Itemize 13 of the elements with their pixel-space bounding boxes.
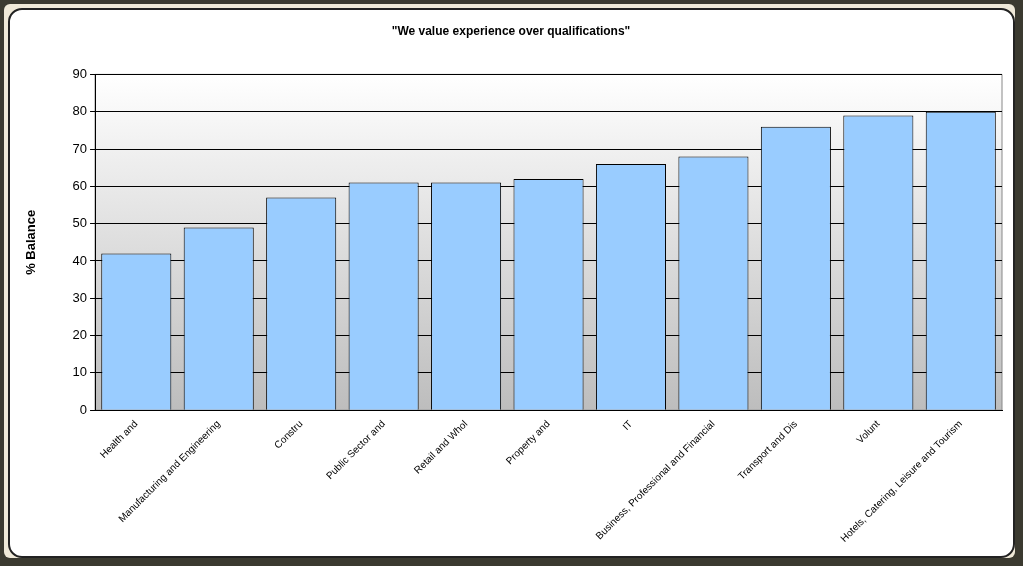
y-tick-label: 30 — [72, 289, 88, 305]
y-tick-label: 80 — [72, 103, 88, 119]
y-tick-label: 10 — [72, 364, 88, 380]
y-tick-label: 90 — [72, 65, 88, 81]
y-tick-label: 60 — [72, 177, 88, 193]
y-tick-label: 70 — [72, 140, 88, 156]
y-axis-title: % Balance — [23, 209, 39, 275]
y-tick-label: 20 — [72, 327, 88, 343]
x-tick-label: IT — [620, 418, 635, 433]
chart-title: "We value experience over qualifications" — [391, 23, 631, 38]
y-tick-label: 0 — [79, 401, 88, 417]
y-tick-label: 40 — [72, 252, 88, 268]
y-tick-label: 50 — [72, 215, 88, 231]
